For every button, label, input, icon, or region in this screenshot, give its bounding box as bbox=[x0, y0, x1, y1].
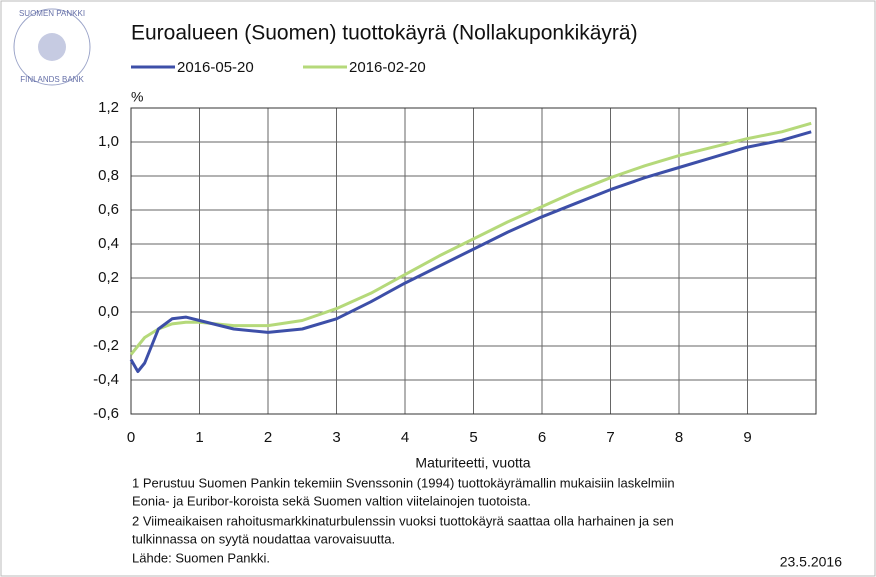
plot-frame bbox=[130, 107, 817, 415]
x-tick-label: 4 bbox=[401, 429, 409, 446]
logo-text: SUOMEN PANKKI bbox=[19, 9, 85, 18]
x-axis-label: Maturiteetti, vuotta bbox=[415, 455, 530, 471]
series-line bbox=[129, 130, 812, 373]
y-tick-label: 0,6 bbox=[98, 201, 119, 218]
chart-title: Euroalueen (Suomen) tuottokäyrä (Nollaku… bbox=[131, 22, 638, 45]
note: tulkinnassa on syytä noudattaa varovaisu… bbox=[132, 531, 395, 546]
date: 23.5.2016 bbox=[780, 554, 842, 570]
y-tick-label: -0,6 bbox=[93, 405, 119, 422]
x-tick-label: 0 bbox=[127, 429, 135, 446]
y-tick-label: 0,8 bbox=[98, 167, 119, 184]
legend-label: 2016-05-20 bbox=[177, 59, 254, 76]
legend-label: 2016-02-20 bbox=[349, 59, 426, 76]
y-tick-label: 0,2 bbox=[98, 269, 119, 286]
x-tick-label: 1 bbox=[195, 429, 203, 446]
note: 2 Viimeaikaisen rahoitusmarkkinaturbulen… bbox=[132, 513, 674, 528]
x-tick-label: 6 bbox=[538, 429, 546, 446]
logo bbox=[13, 8, 91, 86]
y-unit: % bbox=[131, 89, 143, 105]
note: Eonia- ja Euribor-koroista sekä Suomen v… bbox=[132, 493, 531, 508]
x-tick-label: 8 bbox=[675, 429, 683, 446]
y-tick-label: 0,4 bbox=[98, 235, 119, 252]
x-tick-label: 5 bbox=[469, 429, 477, 446]
y-tick-label: 1,2 bbox=[98, 99, 119, 116]
logo-text: FINLANDS BANK bbox=[20, 75, 84, 84]
series-line bbox=[129, 121, 812, 356]
y-tick-label: -0,2 bbox=[93, 337, 119, 354]
x-tick-label: 3 bbox=[332, 429, 340, 446]
y-tick-label: -0,4 bbox=[93, 371, 119, 388]
note: Lähde: Suomen Pankki. bbox=[132, 550, 270, 565]
x-tick-label: 9 bbox=[743, 429, 751, 446]
y-tick-label: 0,0 bbox=[98, 303, 119, 320]
note: 1 Perustuu Suomen Pankin tekemiin Svenss… bbox=[132, 475, 675, 490]
x-tick-label: 2 bbox=[264, 429, 272, 446]
logo-emblem bbox=[38, 33, 66, 61]
y-tick-label: 1,0 bbox=[98, 133, 119, 150]
x-tick-label: 7 bbox=[606, 429, 614, 446]
